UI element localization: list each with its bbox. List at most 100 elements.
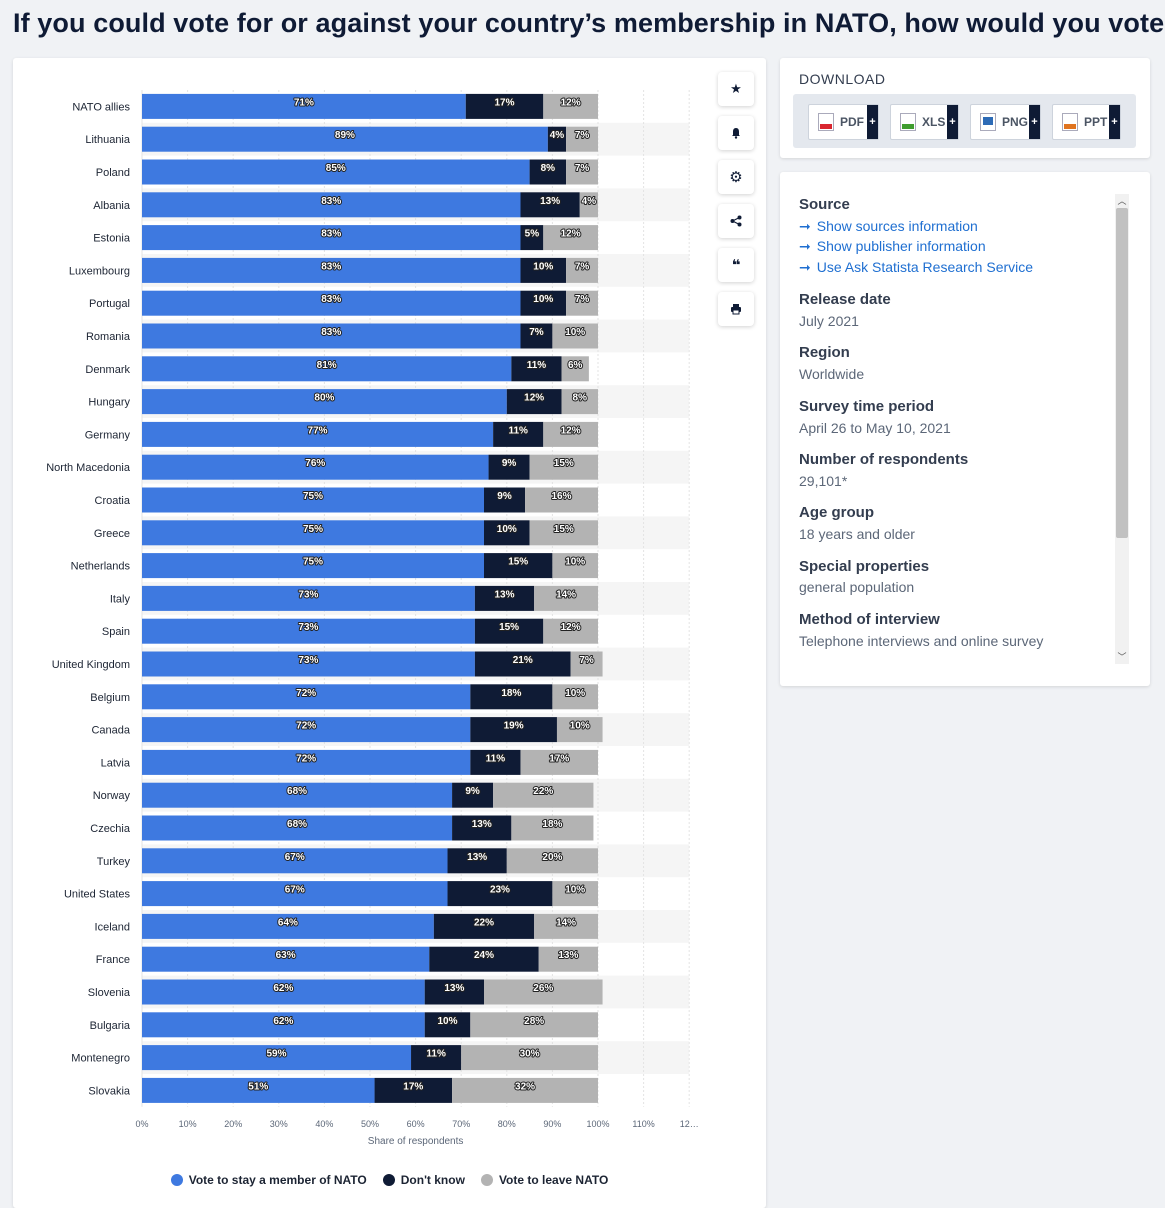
bar-segment[interactable]: [474, 618, 544, 644]
bar-segment[interactable]: [534, 585, 598, 611]
bar-segment[interactable]: [142, 684, 471, 710]
bar-segment[interactable]: [543, 93, 598, 119]
bar-segment[interactable]: [461, 1045, 598, 1071]
bar-segment[interactable]: [142, 881, 448, 907]
bar-segment[interactable]: [142, 1045, 412, 1071]
bar-segment[interactable]: [142, 159, 530, 185]
bar-segment[interactable]: [484, 520, 530, 546]
bar-segment[interactable]: [543, 421, 598, 447]
download-ppt-button[interactable]: PPT +: [1052, 104, 1121, 140]
bar-segment[interactable]: [543, 225, 598, 251]
download-png-button[interactable]: PNG +: [970, 104, 1041, 140]
download-pdf-button[interactable]: PDF +: [808, 104, 879, 140]
legend-item-dont-know[interactable]: Don't know: [382, 1173, 465, 1187]
bar-segment[interactable]: [142, 454, 489, 480]
show-sources-link[interactable]: ➞ Show sources information: [799, 218, 978, 235]
ask-statista-link[interactable]: ➞ Use Ask Statista Research Service: [799, 259, 1033, 276]
notification-button[interactable]: [718, 116, 754, 150]
bar-segment[interactable]: [493, 782, 594, 808]
bar-segment[interactable]: [142, 389, 507, 415]
bar-segment[interactable]: [566, 159, 598, 185]
bar-segment[interactable]: [561, 389, 598, 415]
scroll-down-icon[interactable]: ﹀: [1117, 652, 1127, 662]
bar-segment[interactable]: [142, 421, 494, 447]
bar-segment[interactable]: [520, 290, 567, 316]
bar-segment[interactable]: [142, 913, 434, 939]
cite-button[interactable]: ❝: [718, 248, 754, 282]
bar-segment[interactable]: [447, 881, 553, 907]
download-xls-button[interactable]: XLS +: [890, 104, 959, 140]
bar-segment[interactable]: [520, 749, 598, 775]
bar-segment[interactable]: [142, 356, 512, 382]
bar-segment[interactable]: [488, 454, 530, 480]
bar-segment[interactable]: [447, 848, 507, 874]
bar-segment[interactable]: [529, 454, 598, 480]
favorite-button[interactable]: ★: [718, 72, 754, 106]
bar-segment[interactable]: [142, 520, 484, 546]
bar-segment[interactable]: [142, 815, 453, 841]
bar-segment[interactable]: [424, 1012, 471, 1038]
bar-segment[interactable]: [142, 126, 548, 152]
bar-segment[interactable]: [142, 651, 475, 677]
show-publisher-link[interactable]: ➞ Show publisher information: [799, 238, 986, 255]
bar-segment[interactable]: [470, 684, 553, 710]
bar-segment[interactable]: [452, 1077, 598, 1103]
bar-segment[interactable]: [520, 225, 544, 251]
bar-segment[interactable]: [570, 651, 603, 677]
bar-segment[interactable]: [142, 782, 453, 808]
bar-segment[interactable]: [538, 946, 598, 972]
bar-segment[interactable]: [452, 782, 494, 808]
bar-segment[interactable]: [511, 815, 594, 841]
bar-segment[interactable]: [525, 487, 598, 513]
bar-segment[interactable]: [484, 979, 603, 1005]
bar-segment[interactable]: [142, 553, 484, 579]
bar-segment[interactable]: [470, 749, 521, 775]
bar-segment[interactable]: [142, 323, 521, 349]
settings-button[interactable]: ⚙: [718, 160, 754, 194]
legend-item-leave[interactable]: Vote to leave NATO: [480, 1173, 608, 1187]
share-button[interactable]: [718, 204, 754, 238]
bar-segment[interactable]: [561, 356, 589, 382]
bar-segment[interactable]: [506, 389, 562, 415]
bar-segment[interactable]: [543, 618, 598, 644]
bar-segment[interactable]: [552, 881, 598, 907]
bar-segment[interactable]: [142, 749, 471, 775]
bar-segment[interactable]: [552, 553, 598, 579]
bar-segment[interactable]: [529, 159, 567, 185]
bar-segment[interactable]: [142, 946, 430, 972]
bar-segment[interactable]: [474, 585, 535, 611]
bar-segment[interactable]: [142, 979, 425, 1005]
bar-segment[interactable]: [142, 290, 521, 316]
bar-segment[interactable]: [142, 257, 521, 283]
bar-segment[interactable]: [142, 1012, 425, 1038]
bar-segment[interactable]: [470, 717, 557, 743]
bar-segment[interactable]: [566, 126, 598, 152]
bar-segment[interactable]: [547, 126, 567, 152]
bar-segment[interactable]: [556, 717, 603, 743]
bar-segment[interactable]: [374, 1077, 453, 1103]
bar-segment[interactable]: [433, 913, 535, 939]
bar-segment[interactable]: [566, 290, 598, 316]
scroll-up-icon[interactable]: ︿: [1117, 196, 1127, 206]
bar-segment[interactable]: [142, 487, 484, 513]
bar-segment[interactable]: [534, 913, 598, 939]
bar-segment[interactable]: [142, 93, 466, 119]
bar-segment[interactable]: [520, 323, 553, 349]
scrollbar-thumb[interactable]: [1116, 208, 1128, 538]
bar-segment[interactable]: [470, 1012, 598, 1038]
bar-segment[interactable]: [579, 192, 598, 218]
bar-segment[interactable]: [429, 946, 539, 972]
bar-segment[interactable]: [411, 1045, 462, 1071]
bar-segment[interactable]: [142, 717, 471, 743]
bar-segment[interactable]: [520, 192, 580, 218]
print-button[interactable]: [718, 292, 754, 326]
bar-segment[interactable]: [142, 1077, 375, 1103]
bar-segment[interactable]: [142, 192, 521, 218]
bar-segment[interactable]: [529, 520, 598, 546]
bar-segment[interactable]: [566, 257, 598, 283]
bar-segment[interactable]: [552, 323, 598, 349]
legend-item-stay[interactable]: Vote to stay a member of NATO: [170, 1173, 367, 1187]
bar-segment[interactable]: [142, 848, 448, 874]
bar-segment[interactable]: [142, 225, 521, 251]
bar-segment[interactable]: [142, 618, 475, 644]
